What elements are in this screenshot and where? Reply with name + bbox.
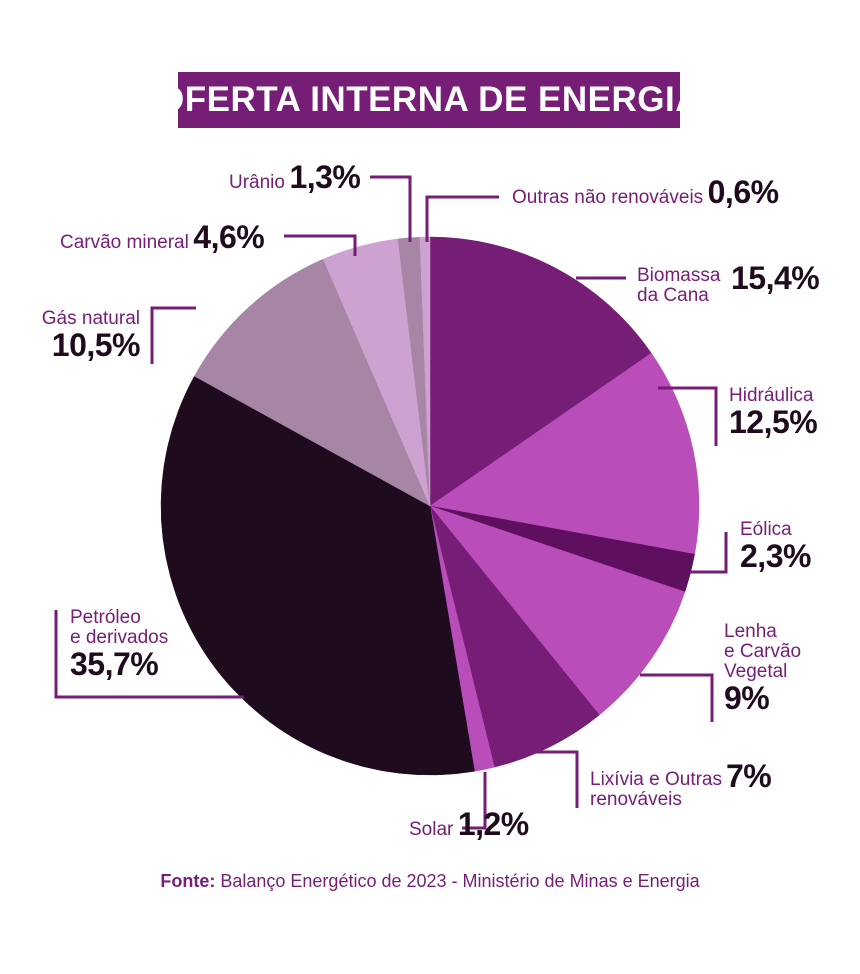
value-carvao: 4,6% [193,219,265,255]
label-hidraulica: Hidráulica 12,5% [729,385,818,440]
pie-slice-lixivia-e-outras-renovaveis [429,505,600,768]
label-gas: Gás natural 10,5% [36,308,141,363]
leader-lixivia [520,750,579,808]
pie-slice-gas-natural [194,258,431,507]
leader-solar [462,772,487,830]
source-prefix: Fonte: [160,871,216,891]
leader-hidraulica [658,386,718,446]
label-biomassa: Biomassa da Cana [637,266,720,306]
label-carvao-name: Carvão mineral [60,232,189,253]
pie-slice-hidraulica [429,352,700,555]
source-note: Fonte: Balanço Energético de 2023 - Mini… [0,871,860,892]
value-biomassa-text: 15,4% [731,260,820,296]
leader-lines [54,175,728,830]
label-petroleo: Petróleo e derivados 35,7% [70,608,168,681]
value-lenha: 9% [724,679,770,716]
pie-slices [160,236,700,776]
label-petroleo-line1: Petróleo [70,607,141,628]
value-uranio: 1,3% [289,159,361,195]
value-outras: 0,6% [707,174,779,210]
pie-slice-lenha-e-carvao-vegetal [429,505,686,716]
leader-petroleo [54,610,244,699]
label-uranio-name: Urânio [229,172,285,193]
leader-carvao [284,234,357,256]
value-lixivia-text: 7% [726,758,772,794]
label-eolica: Eólica 2,3% [740,520,811,574]
label-petroleo-line2: e derivados [70,626,169,648]
value-eolica: 2,3% [740,537,811,574]
source-text: Balanço Energético de 2023 - Ministério … [220,871,700,891]
label-hidraulica-name: Hidráulica [729,385,814,406]
value-hidraulica: 12,5% [729,403,818,440]
value-solar: 1,2% [457,806,529,842]
label-outras: Outras não renováveis 0,6% [512,174,779,210]
label-lenha-line2: e Carvão [724,640,802,662]
label-solar-name: Solar [409,819,454,840]
label-eolica-name: Eólica [740,519,792,540]
label-uranio: Urânio 1,3% [229,159,361,195]
leader-eolica [690,532,728,574]
label-biomassa-line2: da Cana [637,284,709,306]
value-biomassa: 15,4% [731,260,820,296]
leader-gas [150,306,196,364]
leader-uranio [370,175,412,242]
label-outras-name: Outras não renováveis [512,187,704,208]
pie-slice-outras-nao-renovaveis [419,236,431,507]
value-gas: 10,5% [51,326,141,363]
label-lenha-line3: Vegetal [724,660,788,682]
label-lenha: Lenha e Carvão Vegetal 9% [724,622,801,715]
pie-slice-biomassa-da-cana [429,236,652,507]
pie-slice-petroleo-e-derivados [160,375,475,776]
label-lixivia-line1: Lixívia e Outras [590,769,722,790]
label-solar: Solar 1,2% [409,806,529,842]
label-biomassa-line1: Biomassa [637,265,721,286]
label-carvao: Carvão mineral 4,6% [60,219,265,255]
leader-lenha [640,673,714,722]
label-lixivia-line2: renováveis [590,788,682,810]
leader-outras [425,195,499,242]
value-lixivia: 7% [726,758,772,794]
chart-title: OFERTA INTERNA DE ENERGIA [157,72,701,128]
label-lixivia: Lixívia e Outras renováveis [590,770,722,810]
label-lenha-line1: Lenha [724,621,777,642]
label-gas-name: Gás natural [41,308,140,329]
value-petroleo: 35,7% [70,645,159,682]
